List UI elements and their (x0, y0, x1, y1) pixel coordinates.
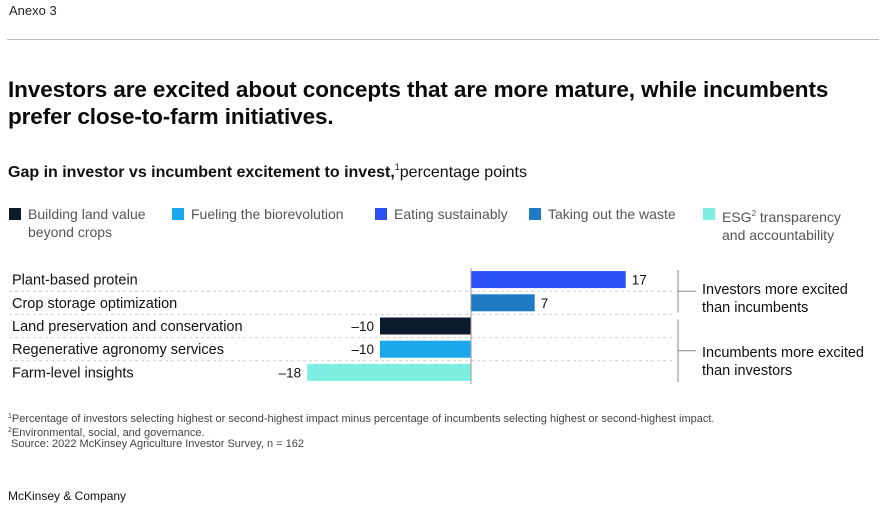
value-label: –18 (279, 365, 302, 380)
group-label-line: than investors (702, 363, 793, 379)
bar (307, 363, 471, 381)
brand-name: McKinsey & Company (8, 489, 127, 503)
legend-item: Fueling the biorevolution (172, 205, 344, 223)
footnote: Source: 2022 McKinsey Agriculture Invest… (11, 438, 304, 451)
subtitle-footnote-marker: 1 (394, 162, 400, 172)
footnote-marker: 2 (8, 427, 12, 434)
legend-swatch (375, 208, 387, 220)
group-label: Investors more excited than incumbents (702, 281, 848, 317)
bar (471, 271, 626, 289)
legend-swatch (703, 208, 715, 220)
value-label: 17 (632, 273, 647, 288)
value-label: 7 (541, 296, 549, 311)
group-label-line: than incumbents (702, 300, 809, 316)
legend-swatch (172, 208, 184, 220)
legend-item: Building land value beyond crops (9, 205, 146, 241)
legend-label: ESG2 transparency and accountability (722, 205, 841, 244)
footnote-text: Environmental, social, and governance. (11, 427, 205, 439)
footnote-marker: 1 (8, 413, 12, 420)
category-label: Farm-level insights (12, 365, 134, 381)
footnote: 1Percentage of investors selecting highe… (8, 410, 714, 426)
footnote-text: Percentage of investors selecting highes… (11, 413, 715, 425)
footnote-text: Source: 2022 McKinsey Agriculture Invest… (11, 438, 304, 450)
legend-label: Eating sustainably (394, 205, 508, 223)
legend-label-line: Building land value (28, 206, 146, 222)
legend-label-line: beyond crops (28, 224, 113, 240)
chart-subtitle: Gap in investor vs incumbent excitement … (8, 162, 527, 182)
chart-title: Investors are excited about concepts tha… (8, 77, 829, 129)
footnote: 2Environmental, social, and governance. (8, 424, 205, 440)
legend-swatch (529, 208, 541, 220)
bar (380, 340, 471, 358)
bar (471, 294, 535, 312)
value-label: –10 (351, 342, 374, 357)
legend-label-line: ESG2 transparency (722, 209, 841, 225)
legend-label: Fueling the biorevolution (191, 205, 344, 223)
group-label-line: Investors more excited (702, 282, 848, 298)
header-divider (7, 39, 879, 40)
value-label: –10 (351, 319, 374, 334)
legend-label: Building land value beyond crops (28, 205, 146, 241)
legend-label-line: Fueling the biorevolution (191, 206, 344, 222)
legend-label-line: and accountability (722, 227, 835, 243)
subtitle-units: percentage points (399, 164, 527, 181)
legend-item: ESG2 transparency and accountability (703, 205, 841, 244)
legend-label-line: Taking out the waste (548, 206, 676, 222)
legend-swatch (9, 208, 21, 220)
legend-item: Eating sustainably (375, 205, 508, 223)
legend-label: Taking out the waste (548, 205, 676, 223)
legend-item: Taking out the waste (529, 205, 676, 223)
subtitle-bold: Gap in investor vs incumbent excitement … (8, 164, 395, 181)
group-label: Incumbents more excited than investors (702, 344, 864, 380)
bar (380, 317, 471, 335)
legend-label-line: Eating sustainably (394, 206, 508, 222)
category-label: Plant-based protein (12, 273, 138, 289)
exhibit-label: Anexo 3 (9, 3, 57, 18)
category-label: Crop storage optimization (12, 296, 177, 312)
category-label: Regenerative agronomy services (12, 342, 224, 358)
group-label-line: Incumbents more excited (702, 345, 864, 361)
category-label: Land preservation and conservation (12, 319, 243, 335)
